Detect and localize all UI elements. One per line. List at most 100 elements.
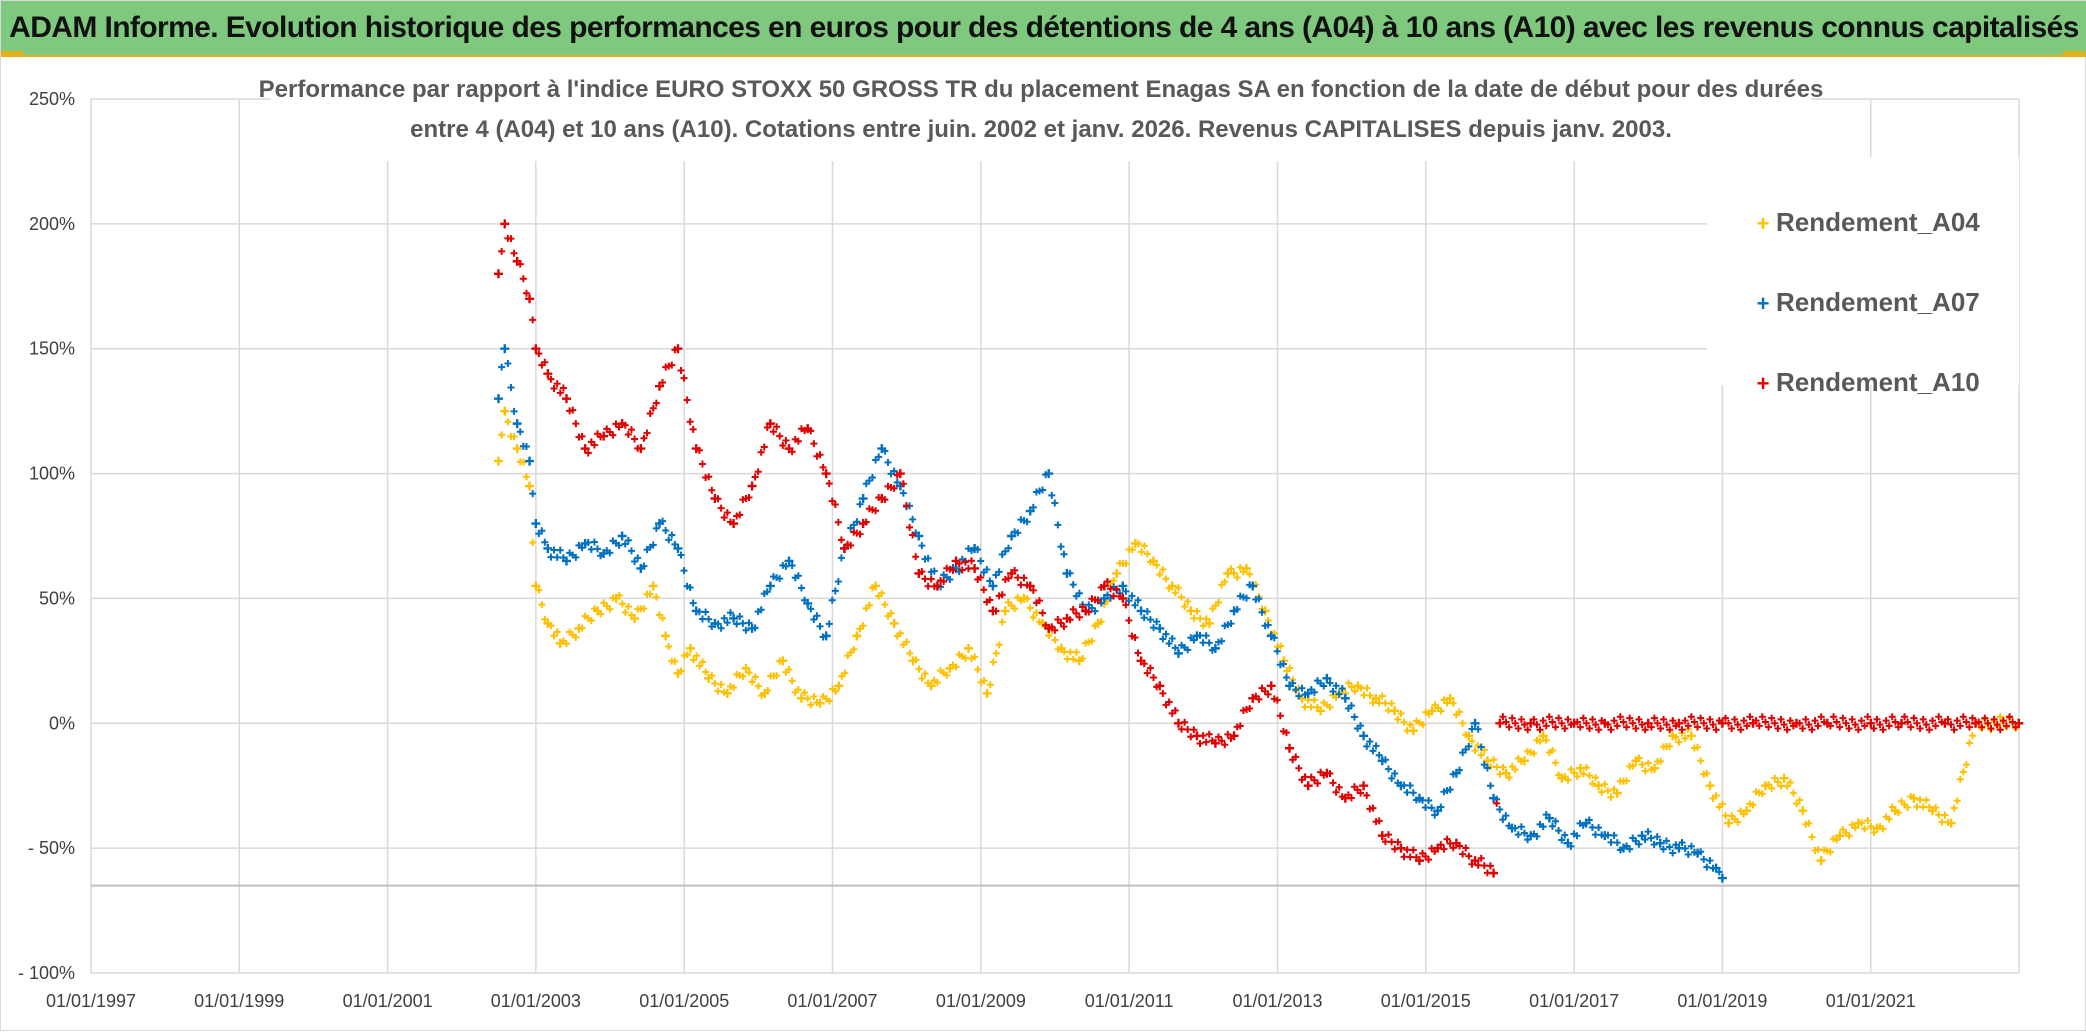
data-trail-marker [624,603,632,611]
y-tick-label: 100% [29,464,75,484]
data-trail-marker [1533,721,1541,729]
data-point [1148,556,1158,566]
data-trail-marker [1561,831,1569,839]
x-tick-label: 01/01/2017 [1529,991,1619,1011]
data-trail-marker [825,479,833,487]
data-trail-marker [1885,815,1893,823]
data-trail-marker [578,432,586,440]
data-trail-marker [1709,721,1717,729]
data-trail-marker [1128,592,1136,600]
data-trail-marker [1397,710,1405,718]
data-trail-marker [1962,718,1970,726]
data-trail-marker [1171,644,1179,652]
data-trail-marker [983,566,991,574]
data-trail-marker [773,423,781,431]
data-trail-marker [1403,788,1411,796]
data-trail-marker [1075,613,1083,621]
data-trail-marker [1607,726,1615,734]
data-point [1303,688,1313,698]
data-trail-marker [1950,726,1958,734]
data-trail-marker [751,473,759,481]
data-point [1643,718,1653,728]
data-trail-marker [794,437,802,445]
data-trail-marker [1014,529,1022,537]
data-trail-marker [1585,724,1593,732]
data-trail-marker [890,467,898,475]
data-trail-marker [1357,789,1365,797]
data-trail-marker [1913,719,1921,727]
data-trail-marker [1233,573,1241,581]
data-trail-marker [1156,570,1164,578]
data-point [1210,643,1220,653]
data-trail-marker [1956,722,1964,730]
data-point [1136,656,1146,666]
data-trail-marker [1861,825,1869,833]
x-tick-label: 01/01/2005 [639,991,729,1011]
data-point [599,431,609,441]
data-trail-marker [1307,703,1315,711]
data-trail-marker [1227,620,1235,628]
data-trail-marker [1771,719,1779,727]
data-trail-marker [1425,797,1433,805]
data-trail-marker [1385,765,1393,773]
data-trail-marker [1459,850,1467,858]
data-trail-marker [1403,846,1411,854]
data-trail-marker [868,473,876,481]
data-trail-marker [1332,788,1340,796]
data-trail-marker [1295,692,1303,700]
data-trail-marker [1687,842,1695,850]
data-point [1229,731,1239,741]
data-trail-marker [1623,723,1631,731]
data-trail-marker [1808,833,1816,841]
data-trail-marker [1552,817,1560,825]
data-point [1303,781,1313,791]
data-trail-marker [1638,721,1646,729]
data-point [593,606,603,616]
data-trail-marker [1579,714,1587,722]
data-trail-marker [1938,818,1946,826]
data-trail-marker [748,678,756,686]
data-trail-marker [1539,823,1547,831]
data-trail-marker [884,458,892,466]
data-trail-marker [1607,793,1615,801]
data-trail-marker [550,385,558,393]
data-trail-marker [1999,717,2007,725]
data-trail-marker [1802,715,1810,723]
data-trail-marker [1542,722,1550,730]
data-point [704,673,714,683]
data-trail-marker [1227,565,1235,573]
data-point [729,519,739,529]
data-trail-marker [1703,724,1711,732]
data-trail-marker [1162,630,1170,638]
data-trail-marker [1777,782,1785,790]
data-trail-marker [1703,769,1711,777]
data-trail-marker [1833,718,1841,726]
data-trail-marker [1783,782,1791,790]
data-trail-marker [782,562,790,570]
data-trail-marker [1737,726,1745,734]
data-trail-marker [1273,647,1281,655]
data-trail-marker [507,383,515,391]
data-trail-marker [1051,499,1059,507]
data-point [1890,806,1900,816]
data-trail-marker [1218,737,1226,745]
data-point [951,556,961,566]
banner-accent-left [1,51,23,57]
data-point [970,543,980,553]
data-trail-marker [1916,796,1924,804]
data-trail-marker [992,649,1000,657]
data-trail-marker [686,418,694,426]
data-trail-marker [1292,753,1300,761]
data-trail-marker [690,656,698,664]
data-trail-marker [856,500,864,508]
data-trail-marker [1555,714,1563,722]
x-tick-label: 01/01/2007 [787,991,877,1011]
data-trail-marker [927,575,935,583]
data-trail-marker [1783,726,1791,734]
data-point [784,556,794,566]
data-trail-marker [757,448,765,456]
data-trail-marker [1184,646,1192,654]
data-trail-marker [1632,724,1640,732]
data-point [525,481,535,491]
data-point [648,581,658,591]
